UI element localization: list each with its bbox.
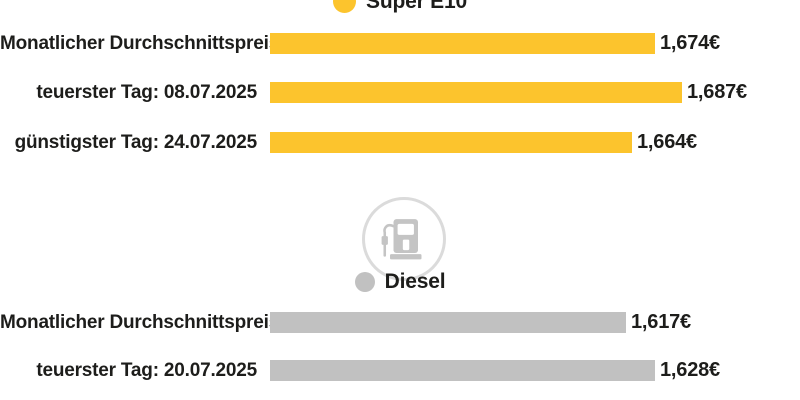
bar-label: teuerster Tag: 20.07.2025 <box>36 359 257 381</box>
bar-value: 1,617€ <box>631 311 691 333</box>
bar-value: 1,674€ <box>660 32 720 54</box>
bar-row: Monatlicher Durchschnittspreis 1,674€ <box>0 32 800 54</box>
legend-label-super-e10: Super E10 <box>366 0 467 13</box>
bar-value: 1,687€ <box>687 81 747 103</box>
legend-label-diesel: Diesel <box>384 270 446 293</box>
bar-row: teuerster Tag: 20.07.2025 1,628€ <box>0 359 800 381</box>
bar <box>270 82 682 103</box>
legend-diesel: Diesel <box>0 270 800 293</box>
legend-super-e10: Super E10 <box>0 0 800 13</box>
bar-label: Monatlicher Durchschnittspreis <box>0 32 280 54</box>
bar <box>270 132 632 153</box>
bar-row: günstigster Tag: 24.07.2025 1,664€ <box>0 131 800 153</box>
diesel-dot-icon <box>354 272 375 292</box>
bar <box>270 33 655 54</box>
bar <box>270 312 626 333</box>
fuel-pump-badge <box>362 197 446 281</box>
bar-row: teuerster Tag: 08.07.2025 1,687€ <box>0 81 800 103</box>
super-e10-dot-icon <box>333 0 357 13</box>
bar-label: Monatlicher Durchschnittspreis <box>0 311 280 333</box>
bar <box>270 360 655 381</box>
bar-label: günstigster Tag: 24.07.2025 <box>14 131 258 153</box>
bar-value: 1,628€ <box>660 359 720 381</box>
bar-row: Monatlicher Durchschnittspreis 1,617€ <box>0 311 800 333</box>
fuel-pump-icon <box>381 219 422 260</box>
bar-value: 1,664€ <box>637 131 697 153</box>
bar-label: teuerster Tag: 08.07.2025 <box>36 81 257 103</box>
